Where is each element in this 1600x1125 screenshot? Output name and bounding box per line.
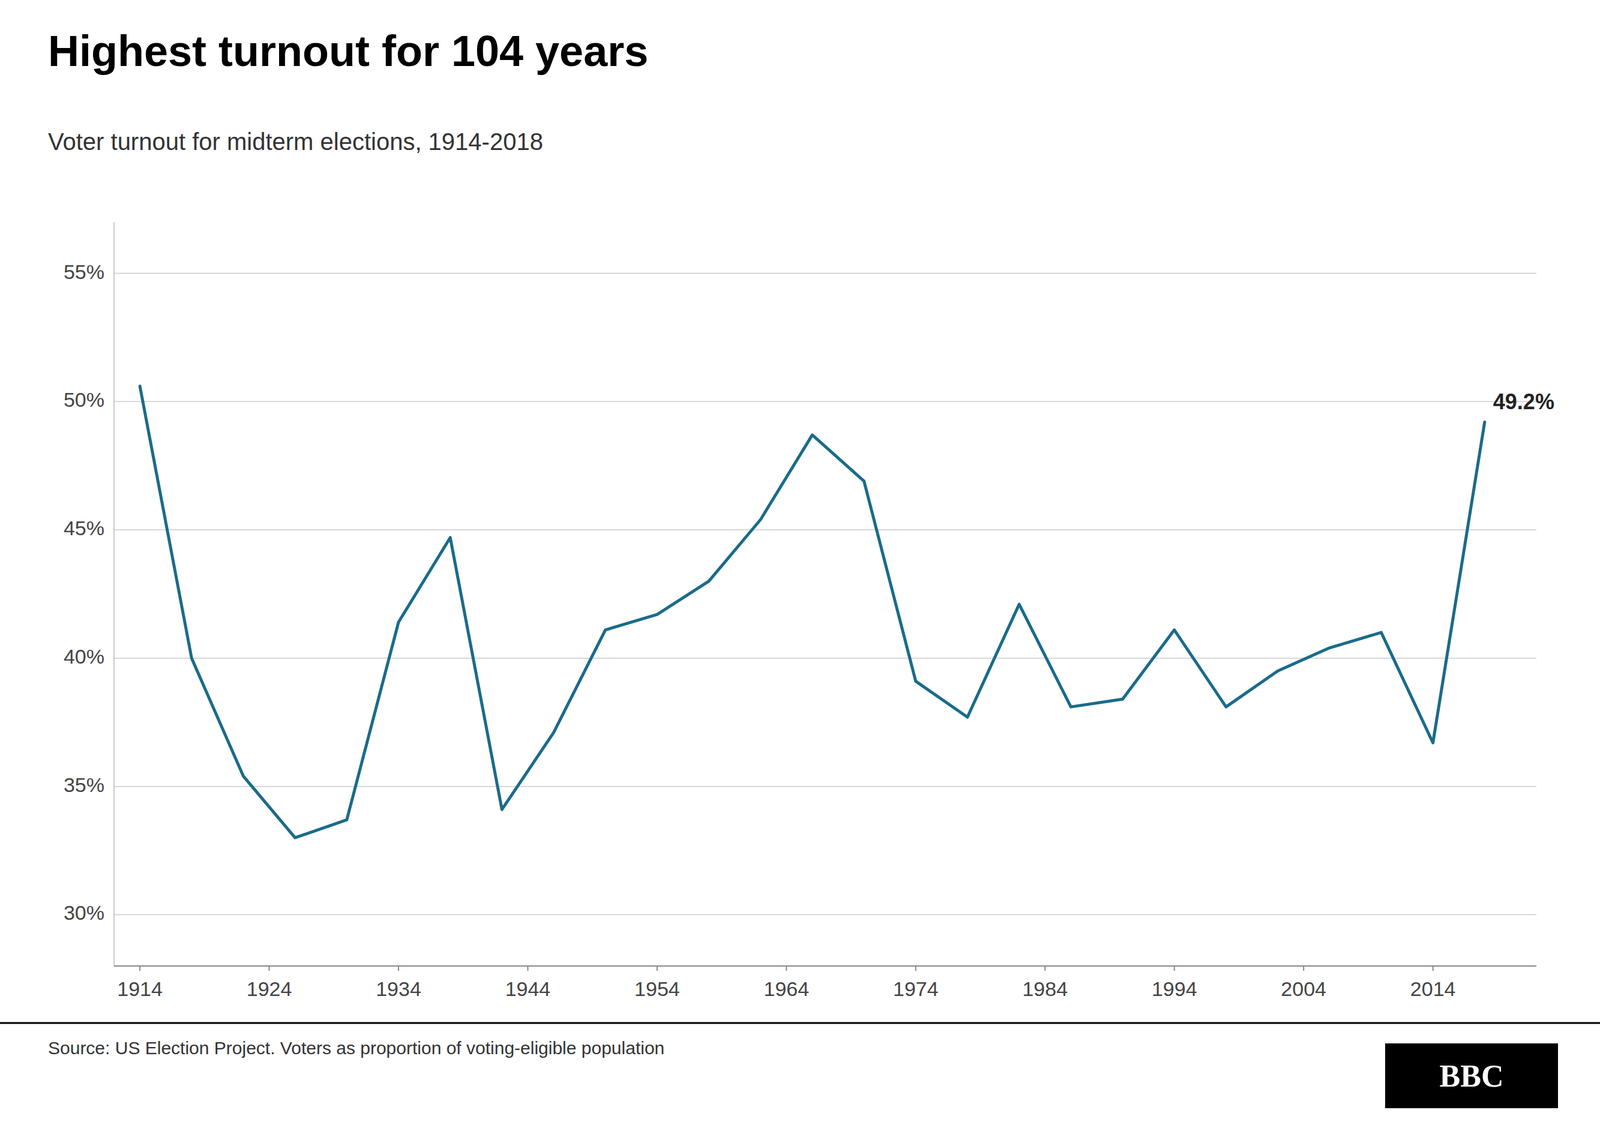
grid-line — [114, 273, 1537, 275]
x-tick — [397, 966, 400, 972]
source: Source: US Election Project. Voters as p… — [48, 1038, 665, 1059]
x-tick — [526, 966, 529, 972]
x-tick-label: 2004 — [1280, 977, 1327, 1001]
y-axis-line — [113, 222, 115, 967]
x-tick — [139, 966, 141, 972]
grid-line — [114, 401, 1537, 403]
x-tick-label: 1964 — [763, 977, 810, 1001]
x-tick — [268, 966, 271, 972]
x-tick-label: 1944 — [505, 977, 551, 1001]
x-tick-label: 1994 — [1151, 977, 1198, 1001]
x-tick-label: 1974 — [893, 977, 939, 1001]
grid — [114, 273, 1537, 916]
line — [139, 386, 1485, 839]
y-tick-label: 50% — [63, 388, 105, 412]
y-tick-label: 35% — [63, 773, 105, 797]
chart-root: Highest turnout for 104 years Voter turno… — [0, 0, 1600, 1125]
x-tick-label: 1914 — [117, 977, 163, 1001]
y-axis: 30% 35% 40% 45% 50% 55% — [63, 222, 115, 967]
annotation: 49.2% — [1493, 389, 1555, 415]
grid-line — [114, 529, 1537, 531]
plot-area — [139, 386, 1485, 839]
x-tick — [1044, 966, 1046, 972]
y-tick-label: 55% — [63, 260, 105, 284]
x-axis: 1914 1924 1934 1944 1954 1964 1974 1984 1994 2004… — [114, 966, 1537, 1001]
y-tick-label: 45% — [63, 516, 105, 540]
separator — [0, 1022, 1600, 1025]
y-tick-label: 40% — [63, 645, 105, 668]
background — [0, 0, 1600, 1125]
x-tick — [1432, 966, 1434, 972]
x-tick-label: 1954 — [634, 977, 680, 1001]
grid-line — [114, 786, 1537, 788]
grid-line — [114, 657, 1537, 659]
x-tick-label: 1934 — [375, 977, 422, 1001]
y-tick-label: 30% — [63, 901, 105, 925]
x-tick — [785, 966, 787, 972]
grid-line — [114, 914, 1537, 916]
x-tick — [915, 966, 917, 972]
x-tick — [1302, 966, 1305, 972]
logo-box — [1385, 1043, 1558, 1109]
title: Highest turnout for 104 years — [48, 27, 649, 76]
logo: BBC — [1439, 1059, 1504, 1094]
x-axis-line — [114, 965, 1537, 967]
x-tick-label: 2014 — [1410, 977, 1456, 1001]
x-tick — [1173, 966, 1176, 972]
x-tick — [656, 966, 658, 972]
subtitle: Voter turnout for midterm elections, 191… — [48, 128, 544, 155]
x-tick-label: 1984 — [1022, 977, 1068, 1001]
x-tick-label: 1924 — [246, 977, 293, 1001]
